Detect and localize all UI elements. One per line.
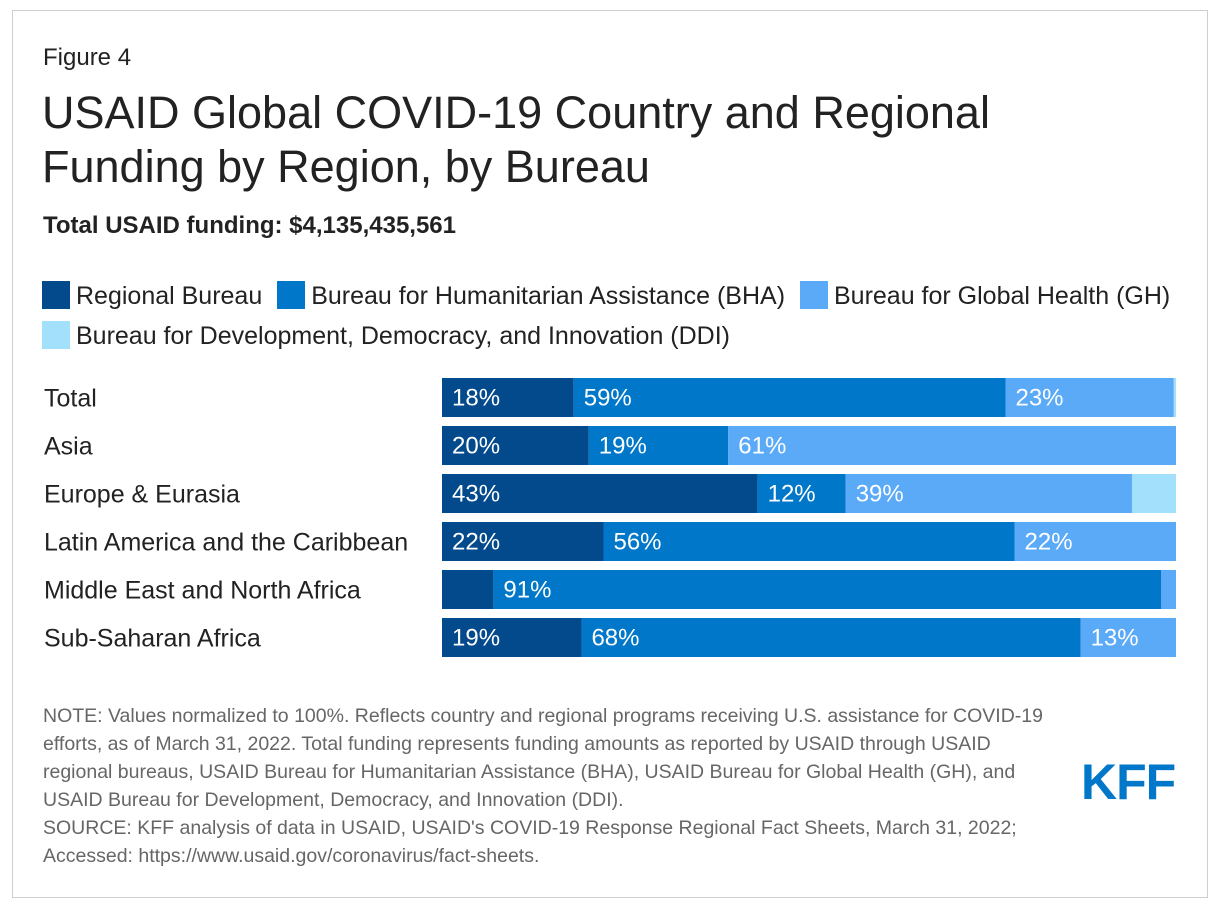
- chart-subtitle: Total USAID funding: $4,135,435,561: [43, 212, 457, 239]
- legend-item-regional: Regional Bureau: [42, 281, 263, 310]
- legend-label-regional: Regional Bureau: [76, 282, 263, 310]
- legend-item-bha: Bureau for Humanitarian Assistance (BHA): [277, 281, 786, 310]
- legend-label-gh: Bureau for Global Health (GH): [833, 282, 1171, 310]
- legend-item-gh: Bureau for Global Health (GH): [799, 281, 1171, 310]
- note-text: NOTE: Values normalized to 100%. Reflect…: [43, 705, 1043, 811]
- legend-item-ddi: Bureau for Development, Democracy, and I…: [42, 321, 731, 350]
- chart-notes: NOTE: Values normalized to 100%. Reflect…: [43, 702, 1053, 870]
- figure-label: Figure 4: [43, 44, 132, 71]
- legend-swatch-ddi: [42, 321, 70, 349]
- legend-swatch-gh: [799, 281, 828, 309]
- legend-swatch-regional: [42, 281, 70, 309]
- chart-title: USAID Global COVID-19 Country and Region…: [42, 87, 990, 192]
- legend-swatch-bha: [277, 281, 306, 309]
- figure-frame: [12, 10, 1208, 898]
- chart-legend: Regional Bureau Bureau for Humanitarian …: [42, 276, 1182, 356]
- legend-label-bha: Bureau for Humanitarian Assistance (BHA): [311, 282, 786, 310]
- kff-logo: KFF: [1081, 754, 1176, 810]
- source-text: SOURCE: KFF analysis of data in USAID, U…: [43, 817, 1017, 867]
- legend-label-ddi: Bureau for Development, Democracy, and I…: [76, 322, 731, 350]
